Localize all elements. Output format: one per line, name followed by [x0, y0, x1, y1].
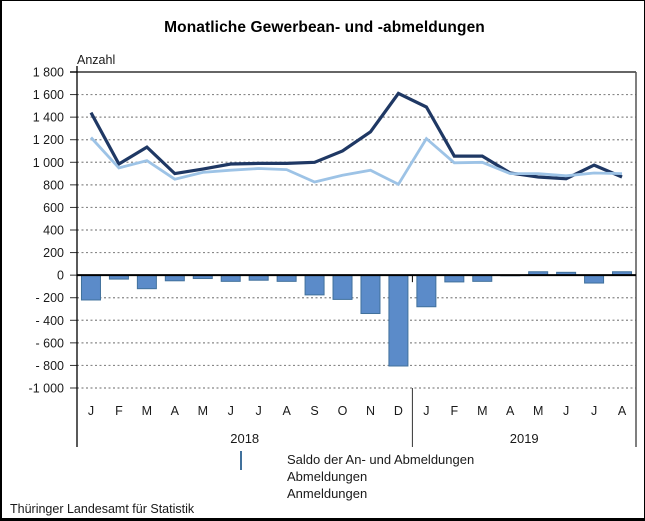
- y-tick-label: 600: [43, 201, 64, 215]
- month-label: O: [338, 404, 348, 418]
- month-label: J: [256, 404, 262, 418]
- saldo-bar: [304, 274, 325, 296]
- legend: Saldo der An- und Abmeldungen Abmeldunge…: [240, 451, 475, 503]
- y-tick-label: 1 000: [33, 156, 64, 170]
- month-label: A: [282, 404, 291, 418]
- y-tick-label: 1 200: [33, 133, 64, 147]
- legend-label-abmeldungen: Abmeldungen: [287, 469, 368, 484]
- saldo-bar: [584, 274, 605, 284]
- month-label: F: [451, 404, 459, 418]
- month-label: M: [533, 404, 543, 418]
- legend-item-saldo: Saldo der An- und Abmeldungen: [240, 451, 475, 470]
- saldo-bar-swatch: [240, 451, 242, 470]
- saldo-bar: [388, 274, 409, 367]
- year-label: 2018: [230, 431, 259, 446]
- y-tick-label: - 800: [36, 359, 65, 373]
- legend-item-anmeldungen: Anmeldungen: [240, 486, 474, 503]
- saldo-bar: [416, 274, 437, 308]
- y-tick-label: 0: [57, 269, 64, 283]
- legend-item-abmeldungen: Abmeldungen: [240, 469, 474, 486]
- source-note: Thüringer Landesamt für Statistik: [10, 502, 195, 516]
- y-tick-label: 1 400: [33, 111, 64, 125]
- y-tick-label: 400: [43, 224, 64, 238]
- saldo-bar: [80, 274, 101, 301]
- axis-title-anzahl: Anzahl: [77, 53, 115, 67]
- month-label: J: [423, 404, 429, 418]
- saldo-bar: [360, 274, 381, 315]
- month-label: M: [198, 404, 208, 418]
- month-label: F: [115, 404, 123, 418]
- anmeldungen-line: [89, 136, 623, 187]
- month-label: J: [228, 404, 234, 418]
- month-label: N: [366, 404, 375, 418]
- y-tick-label: - 200: [36, 291, 65, 305]
- month-label: M: [477, 404, 487, 418]
- chart-title: Monatliche Gewerbean- und -abmeldungen: [164, 19, 485, 36]
- saldo-bar: [444, 274, 465, 283]
- y-tick-label: - 600: [36, 336, 65, 350]
- month-label: M: [142, 404, 152, 418]
- legend-label-saldo: Saldo der An- und Abmeldungen: [287, 452, 475, 467]
- y-tick-label: 1 600: [33, 88, 64, 102]
- month-label: J: [591, 404, 597, 418]
- y-tick-label: -1 000: [29, 382, 64, 396]
- abmeldungen-line: [89, 91, 623, 181]
- month-label: A: [171, 404, 180, 418]
- month-label: J: [563, 404, 569, 418]
- legend-label-anmeldungen: Anmeldungen: [287, 486, 368, 501]
- saldo-bar: [332, 274, 353, 300]
- saldo-bar: [136, 274, 157, 290]
- month-label: S: [310, 404, 318, 418]
- y-tick-label: 1 800: [33, 66, 64, 80]
- month-label: J: [88, 404, 94, 418]
- month-label: A: [618, 404, 627, 418]
- month-label: D: [394, 404, 403, 418]
- y-tick-label: - 400: [36, 314, 65, 328]
- year-label: 2019: [510, 431, 539, 446]
- month-label: A: [506, 404, 515, 418]
- y-tick-label: 200: [43, 246, 64, 260]
- y-tick-label: 800: [43, 178, 64, 192]
